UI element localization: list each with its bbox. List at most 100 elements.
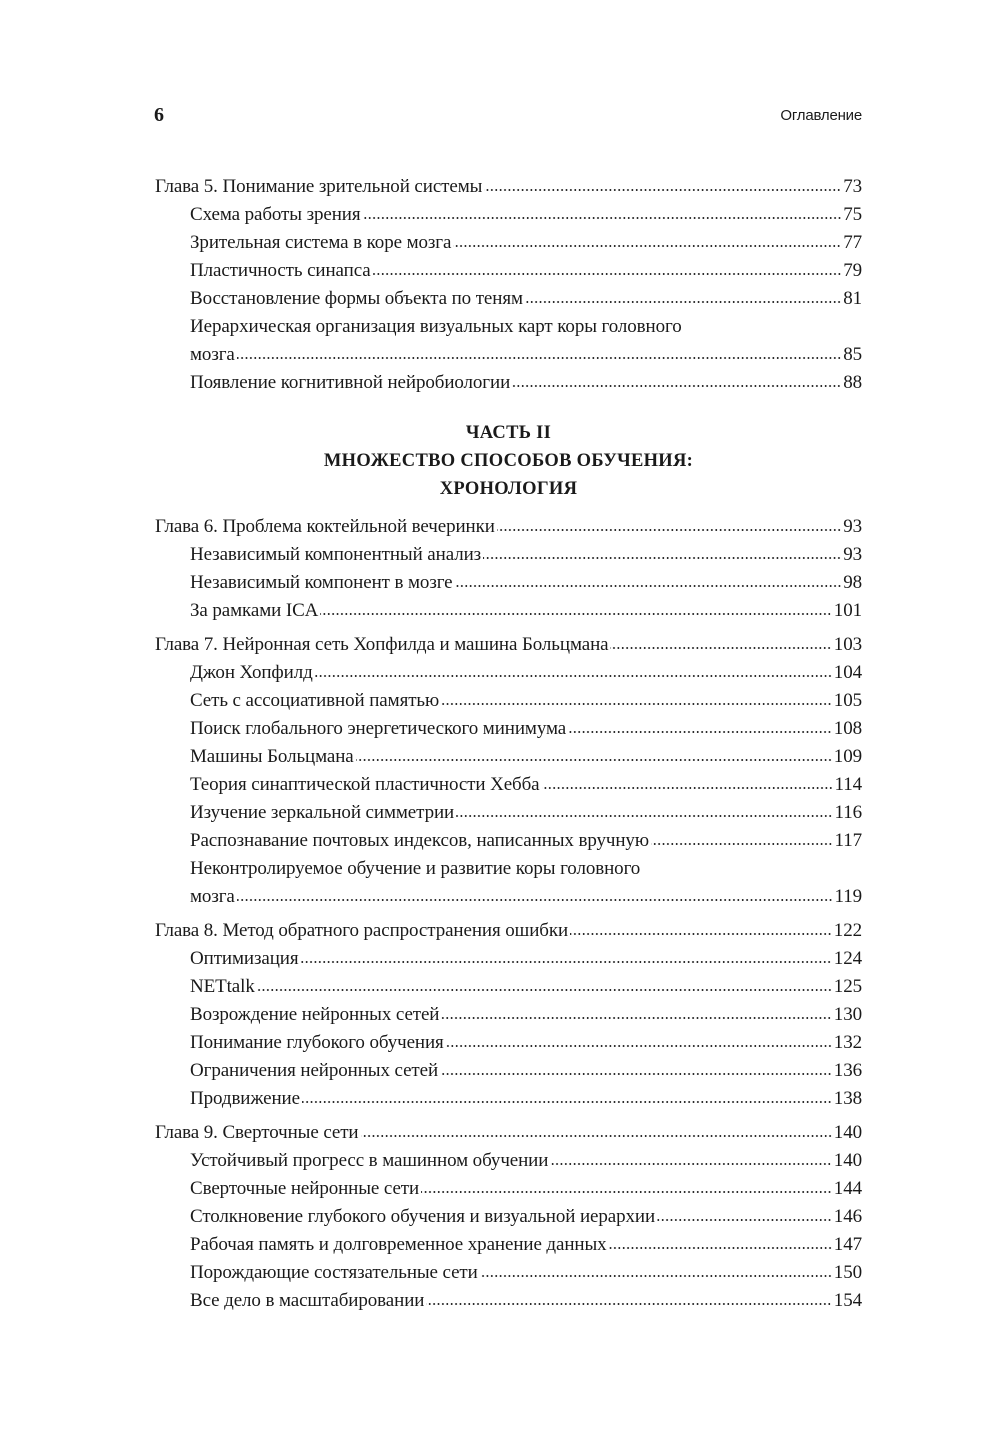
dot-leader — [479, 1274, 832, 1278]
toc-section-entry[interactable]: Распознавание почтовых индексов, написан… — [155, 827, 862, 855]
entry-title: Восстановление формы объекта по теням — [190, 288, 523, 309]
dot-leader — [362, 216, 842, 220]
toc-section-entry[interactable]: Изучение зеркальной симметрии 116 — [155, 799, 862, 827]
dot-leader — [454, 584, 842, 588]
entry-title: Сверточные нейронные сети — [190, 1178, 420, 1199]
part-heading-line: ХРОНОЛОГИЯ — [439, 479, 578, 499]
toc-section-entry[interactable]: Джон Хопфилд 104 — [155, 659, 862, 687]
toc-chapter-entry[interactable]: Глава 9. Сверточные сети 140 — [155, 1119, 862, 1147]
toc-chapter-entry[interactable]: Глава 7. Нейронная сеть Хопфилда и машин… — [155, 631, 862, 659]
dot-leader — [512, 384, 842, 388]
page-ref: 136 — [833, 1060, 862, 1081]
page-ref: 138 — [833, 1088, 862, 1109]
page-ref: 77 — [843, 232, 862, 253]
toc-section-entry[interactable]: Ограничения нейронных сетей 136 — [155, 1057, 862, 1085]
page-ref: 75 — [843, 204, 862, 225]
toc-section-entry[interactable]: Независимый компонентный анализ 93 — [155, 541, 862, 569]
toc-section-entry[interactable]: Схема работы зрения 75 — [155, 201, 862, 229]
toc-section-entry[interactable]: Восстановление формы объекта по теням 81 — [155, 285, 862, 313]
entry-title: Рабочая память и долговременное хранение… — [190, 1234, 607, 1255]
page-ref: 140 — [833, 1122, 862, 1143]
toc-section-entry[interactable]: Поиск глобального энергетического миниму… — [155, 715, 862, 743]
page-ref: 81 — [843, 288, 862, 309]
entry-title: Распознавание почтовых индексов, написан… — [190, 830, 649, 851]
dot-leader — [445, 1044, 832, 1048]
entry-title: Независимый компонентный анализ — [190, 544, 482, 565]
entry-title: Сеть с ассоциативной памятью — [190, 690, 440, 711]
page-ref: 73 — [843, 176, 862, 197]
page-ref: 124 — [833, 948, 862, 969]
toc-section-entry[interactable]: Пластичность синапса 79 — [155, 257, 862, 285]
toc-section-entry[interactable]: мозга 85 — [155, 341, 862, 369]
part-heading-line: МНОЖЕСТВО СПОСОБОВ ОБУЧЕНИЯ: — [323, 451, 694, 471]
entry-title: Все дело в масштабировании — [190, 1290, 425, 1311]
dot-leader — [456, 814, 833, 818]
entry-title: Схема работы зрения — [190, 204, 361, 225]
toc-section-entry[interactable]: За рамками ICA 101 — [155, 597, 862, 625]
entry-title: Порождающие состязательные сети — [190, 1262, 478, 1283]
dot-leader — [441, 1016, 832, 1020]
toc-section-entry[interactable]: Столкновение глубокого обучения и визуал… — [155, 1203, 862, 1231]
dot-leader — [372, 272, 842, 276]
entry-title: Джон Хопфилд — [190, 662, 313, 683]
entry-title: Неконтролируемое обучение и развитие кор… — [190, 858, 641, 879]
page-ref: 88 — [843, 372, 862, 393]
dot-leader — [550, 1162, 832, 1166]
dot-leader — [426, 1302, 832, 1306]
entry-title: Теория синаптической пластичности Хебба — [190, 774, 540, 795]
entry-title: Независимый компонент в мозге — [190, 572, 453, 593]
dot-leader — [657, 1218, 832, 1222]
entry-title: Поиск глобального энергетического миниму… — [190, 718, 567, 739]
dot-leader — [484, 188, 842, 192]
entry-title: Глава 6. Проблема коктейльной вечеринки — [155, 516, 495, 537]
page-ref: 122 — [833, 920, 862, 941]
toc-section-entry[interactable]: мозга 119 — [155, 883, 862, 911]
toc-section-entry[interactable]: Машины Больцмана 109 — [155, 743, 862, 771]
toc-section-entry[interactable]: Устойчивый прогресс в машинном обучении 1… — [155, 1147, 862, 1175]
page-ref: 119 — [834, 886, 863, 907]
page-ref: 146 — [833, 1206, 862, 1227]
dot-leader — [256, 988, 832, 992]
dot-leader — [421, 1190, 832, 1194]
table-of-contents: Глава 5. Понимание зрительной системы 73 С… — [155, 173, 862, 1321]
toc-section-entry[interactable]: Сверточные нейронные сети 144 — [155, 1175, 862, 1203]
page-ref: 147 — [833, 1234, 862, 1255]
toc-section-entry[interactable]: Появление когнитивной нейробиологии 88 — [155, 369, 862, 397]
entry-title: мозга — [190, 344, 235, 365]
toc-section-entry[interactable]: Продвижение 138 — [155, 1085, 862, 1113]
entry-title: Глава 7. Нейронная сеть Хопфилда и машин… — [155, 634, 609, 655]
page-ref: 108 — [833, 718, 862, 739]
toc-section-entry[interactable]: Понимание глубокого обучения 132 — [155, 1029, 862, 1057]
toc-section-entry[interactable]: Неконтролируемое обучение и развитие кор… — [155, 855, 862, 883]
toc-section-entry[interactable]: Рабочая память и долговременное хранение… — [155, 1231, 862, 1259]
part-heading: ЧАСТЬ II МНОЖЕСТВО СПОСОБОВ ОБУЧЕНИЯ: ХРОН… — [155, 419, 862, 503]
page-ref: 93 — [843, 544, 862, 565]
entry-title: Появление когнитивной нейробиологии — [190, 372, 511, 393]
page-ref: 104 — [833, 662, 862, 683]
toc-chapter-entry[interactable]: Глава 6. Проблема коктейльной вечеринки 9… — [155, 513, 862, 541]
toc-chapter-group: Глава 5. Понимание зрительной системы 73 С… — [155, 173, 862, 397]
toc-section-entry[interactable]: Возрождение нейронных сетей 130 — [155, 1001, 862, 1029]
toc-chapter-entry[interactable]: Глава 5. Понимание зрительной системы 73 — [155, 173, 862, 201]
toc-section-entry[interactable]: NETtalk 125 — [155, 973, 862, 1001]
toc-section-entry[interactable]: Оптимизация 124 — [155, 945, 862, 973]
entry-title: Глава 5. Понимание зрительной системы — [155, 176, 483, 197]
entry-title: Машины Больцмана — [190, 746, 354, 767]
page-number: 6 — [154, 104, 164, 126]
toc-section-entry[interactable]: Все дело в масштабировании 154 — [155, 1287, 862, 1315]
dot-leader — [236, 898, 833, 902]
toc-chapter-group: Глава 7. Нейронная сеть Хопфилда и машин… — [155, 631, 862, 911]
toc-chapter-entry[interactable]: Глава 8. Метод обратного распространения… — [155, 917, 862, 945]
entry-title: Устойчивый прогресс в машинном обучении — [190, 1150, 549, 1171]
toc-section-entry[interactable]: Иерархическая организация визуальных кар… — [155, 313, 862, 341]
toc-section-entry[interactable]: Порождающие состязательные сети 150 — [155, 1259, 862, 1287]
toc-section-entry[interactable]: Зрительная система в коре мозга 77 — [155, 229, 862, 257]
entry-title: Понимание глубокого обучения — [190, 1032, 444, 1053]
dot-leader — [441, 702, 832, 706]
toc-section-entry[interactable]: Теория синаптической пластичности Хебба 1… — [155, 771, 862, 799]
dot-leader — [524, 300, 842, 304]
toc-section-entry[interactable]: Независимый компонент в мозге 98 — [155, 569, 862, 597]
page-ref: 114 — [834, 774, 863, 795]
entry-title: Глава 9. Сверточные сети — [155, 1122, 359, 1143]
toc-section-entry[interactable]: Сеть с ассоциативной памятью 105 — [155, 687, 862, 715]
